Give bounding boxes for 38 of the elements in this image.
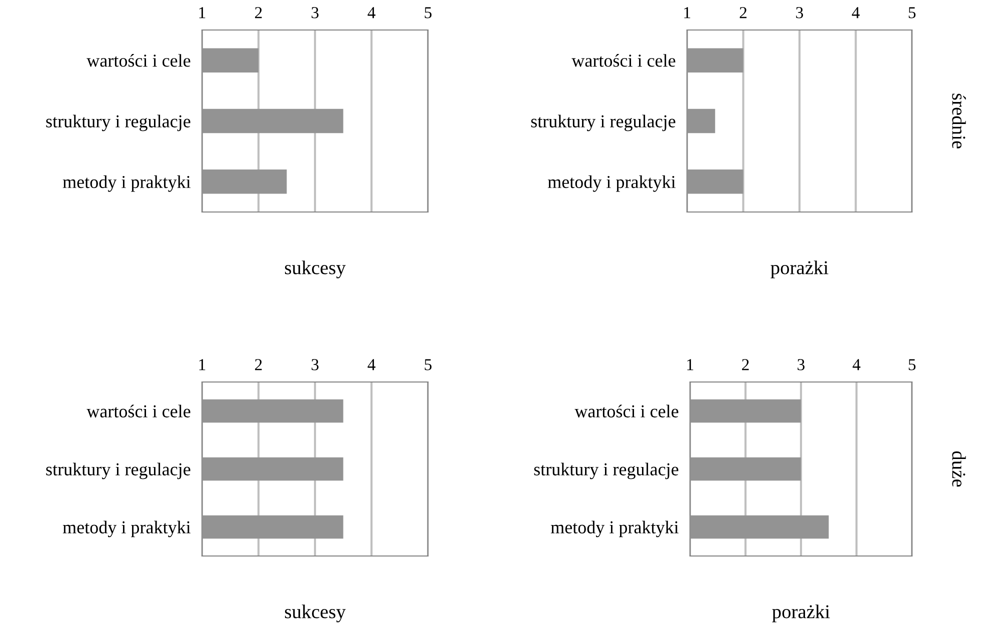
y-tick-label: metody i praktyki (548, 175, 676, 192)
text: duże (952, 451, 966, 487)
x-tick-label: 1 (684, 7, 690, 18)
y-tick-label: wartości i cele (86, 54, 190, 67)
x-tick-label: 5 (908, 7, 916, 18)
x-tick-label: 4 (852, 359, 860, 370)
y-tick-label: metody i praktyki (62, 175, 191, 192)
y-tick-label: struktury i regulacje (46, 114, 190, 132)
x-tick-label: 3 (312, 7, 319, 18)
x-axis-title: sukcesy (285, 260, 346, 278)
x-tick-label: 2 (740, 7, 746, 18)
x-axis-title: porażki (770, 260, 828, 278)
y-tick-label: metody i praktyki (550, 520, 679, 538)
y-tick-label: struktury i regulacje (531, 114, 676, 132)
x-tick-label: 4 (368, 7, 376, 18)
x-tick-label: 5 (908, 359, 916, 370)
x-tick-label: 1 (199, 359, 206, 370)
x-axis-title: porażki (772, 604, 830, 622)
x-tick-label: 2 (255, 359, 262, 370)
x-tick-label: 2 (255, 7, 262, 18)
y-tick-label: wartości i cele (86, 404, 190, 418)
text: średnie (952, 94, 966, 148)
x-tick-label: 3 (796, 7, 804, 18)
y-tick-label: wartości i cele (572, 54, 676, 67)
x-tick-label: 5 (424, 7, 432, 18)
x-tick-label: 3 (312, 359, 319, 370)
x-tick-label: 5 (424, 359, 432, 370)
x-axis-title: sukcesy (285, 604, 346, 622)
x-tick-label: 1 (687, 359, 694, 370)
y-tick-label: struktury i regulacje (534, 462, 678, 480)
x-tick-label: 2 (742, 359, 749, 370)
x-tick-label: 4 (368, 359, 376, 370)
y-tick-label: metody i praktyki (62, 520, 191, 538)
y-tick-label: struktury i regulacje (46, 462, 190, 480)
x-tick-label: 1 (199, 7, 206, 18)
x-tick-label: 4 (852, 7, 860, 18)
y-tick-label: wartości i cele (574, 404, 678, 418)
x-tick-label: 3 (798, 359, 805, 370)
